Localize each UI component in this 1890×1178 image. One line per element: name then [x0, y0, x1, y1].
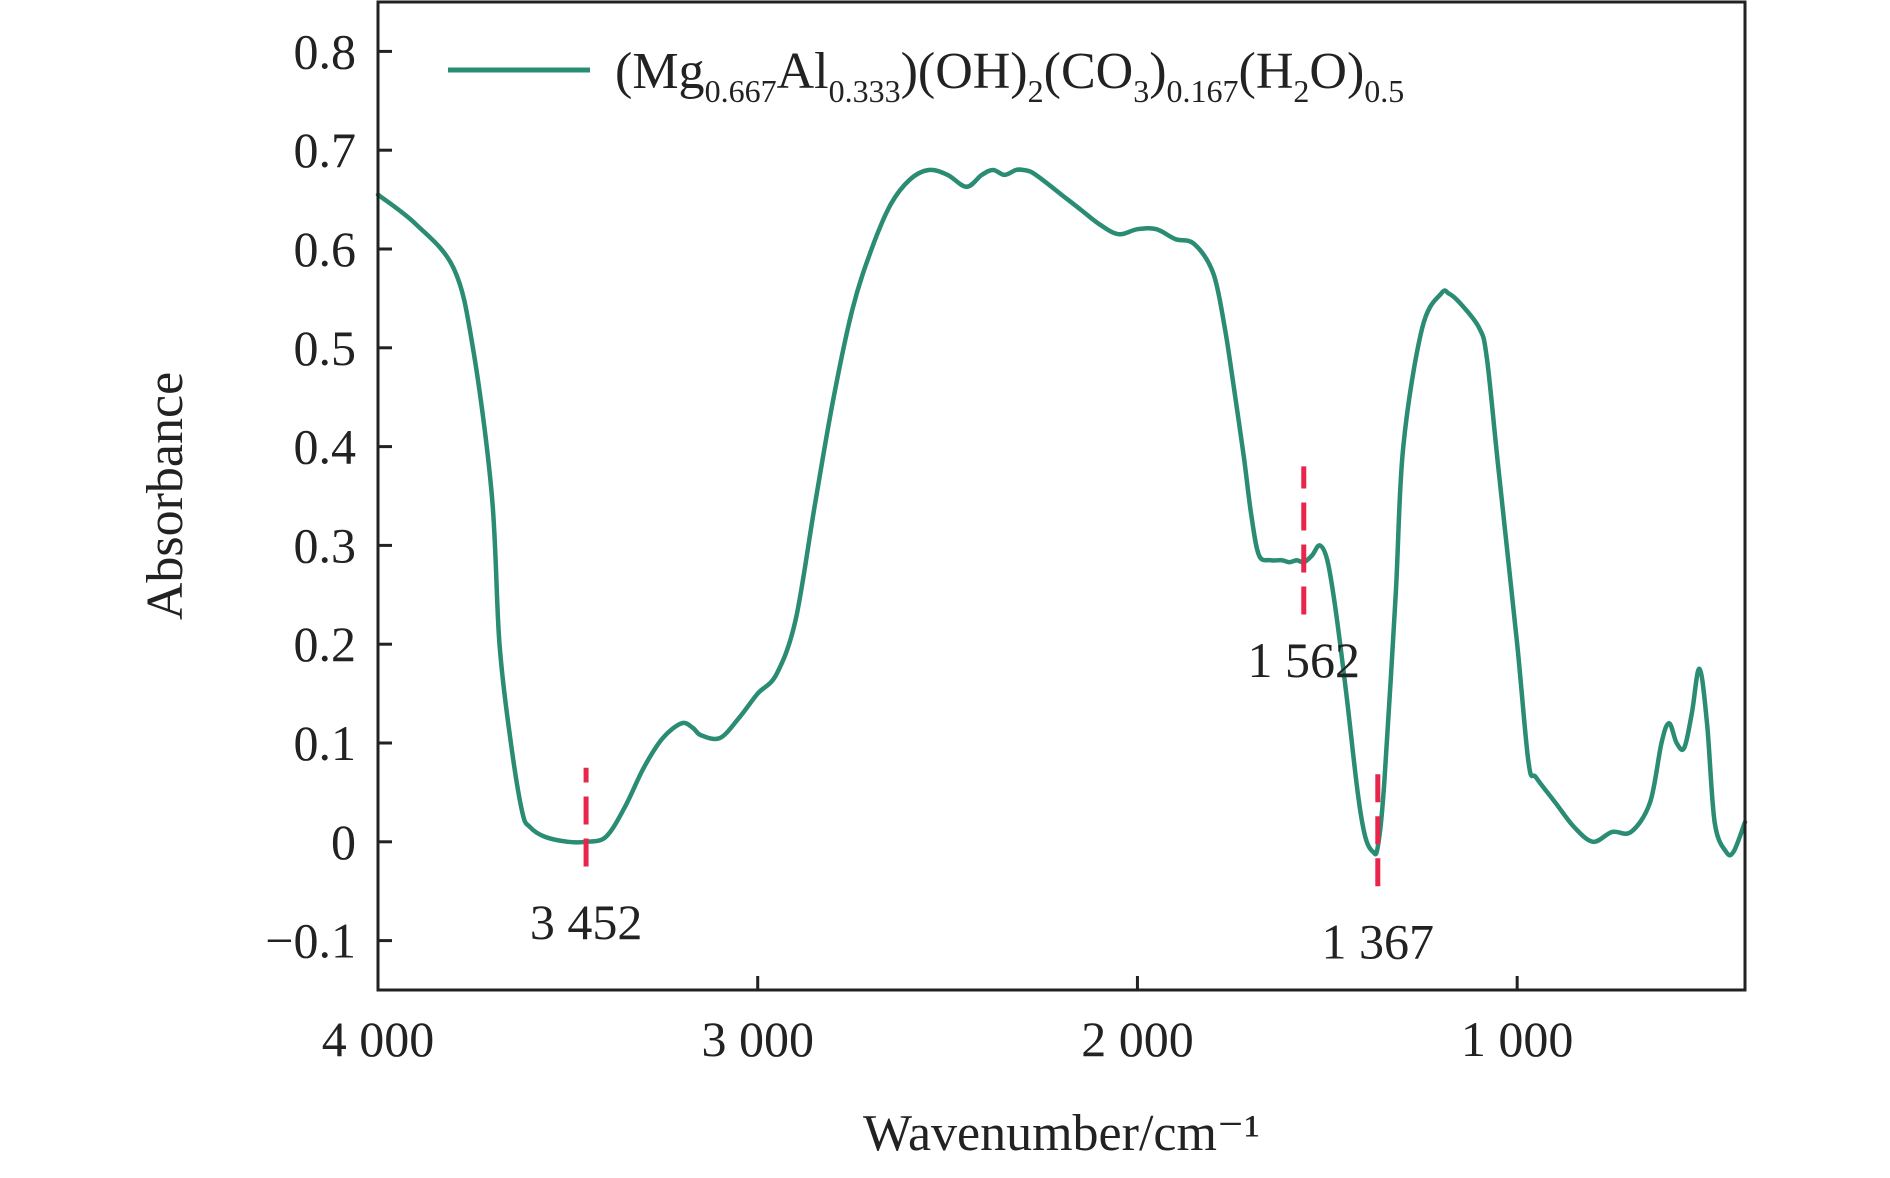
peak-label: 1 367	[1322, 914, 1435, 970]
legend-text-part: (Mg	[615, 43, 705, 100]
series-line	[375, 167, 1748, 858]
plot-frame	[376, 0, 1747, 992]
y-tick-label: 0	[331, 814, 356, 870]
legend-text-part: )	[1149, 43, 1166, 100]
legend-subscript: 3	[1133, 73, 1149, 109]
legend-text-part: (CO	[1044, 43, 1134, 100]
legend-text-part: O)	[1309, 43, 1364, 100]
x-axis-title: Wavenumber/cm⁻¹	[863, 1105, 1260, 1162]
legend: (Mg0.667Al0.333)(OH)2(CO3)0.167(H2O)0.5	[448, 43, 1404, 109]
y-tick-label: 0.4	[294, 419, 357, 475]
x-tick-label: 4 000	[322, 1011, 435, 1067]
y-tick-label: 0.8	[294, 23, 357, 79]
x-tick-label: 1 000	[1461, 1011, 1574, 1067]
y-tick-label: 0.3	[294, 517, 357, 573]
legend-series-label: (Mg0.667Al0.333)(OH)2(CO3)0.167(H2O)0.5	[615, 43, 1404, 109]
y-tick-label: 0.6	[294, 221, 357, 277]
y-tick-label: 0.5	[294, 320, 357, 376]
series-layer	[375, 167, 1748, 858]
y-tick-label: 0.7	[294, 122, 357, 178]
peak-label: 1 562	[1248, 632, 1361, 688]
axes-layer: 4 000 3 000 2 000 1 000 0.8 0.7 0.6 0.5 0.4 0.3 0.…	[265, 0, 1747, 1067]
y-tick-label: 0.1	[294, 715, 357, 771]
peak-label: 3 452	[530, 894, 643, 950]
y-axis-title: Absorbance	[137, 372, 194, 620]
legend-subscript: 0.667	[705, 73, 777, 109]
y-tick-label: −0.1	[265, 913, 356, 969]
x-tick-label: 2 000	[1081, 1011, 1194, 1067]
legend-subscript: 0.5	[1364, 73, 1404, 109]
legend-subscript: 0.167	[1167, 73, 1239, 109]
x-tick-label: 3 000	[701, 1011, 814, 1067]
annotation-layer: 3 452 1 562 1 367	[530, 466, 1435, 970]
y-tick-label: 0.2	[294, 616, 357, 672]
legend-text-part: )(OH)	[901, 43, 1028, 100]
legend-text-part: (H	[1239, 43, 1294, 100]
legend-text-part: Al	[777, 43, 829, 100]
legend-subscript: 2	[1028, 73, 1044, 109]
legend-subscript: 2	[1293, 73, 1309, 109]
legend-subscript: 0.333	[829, 73, 901, 109]
